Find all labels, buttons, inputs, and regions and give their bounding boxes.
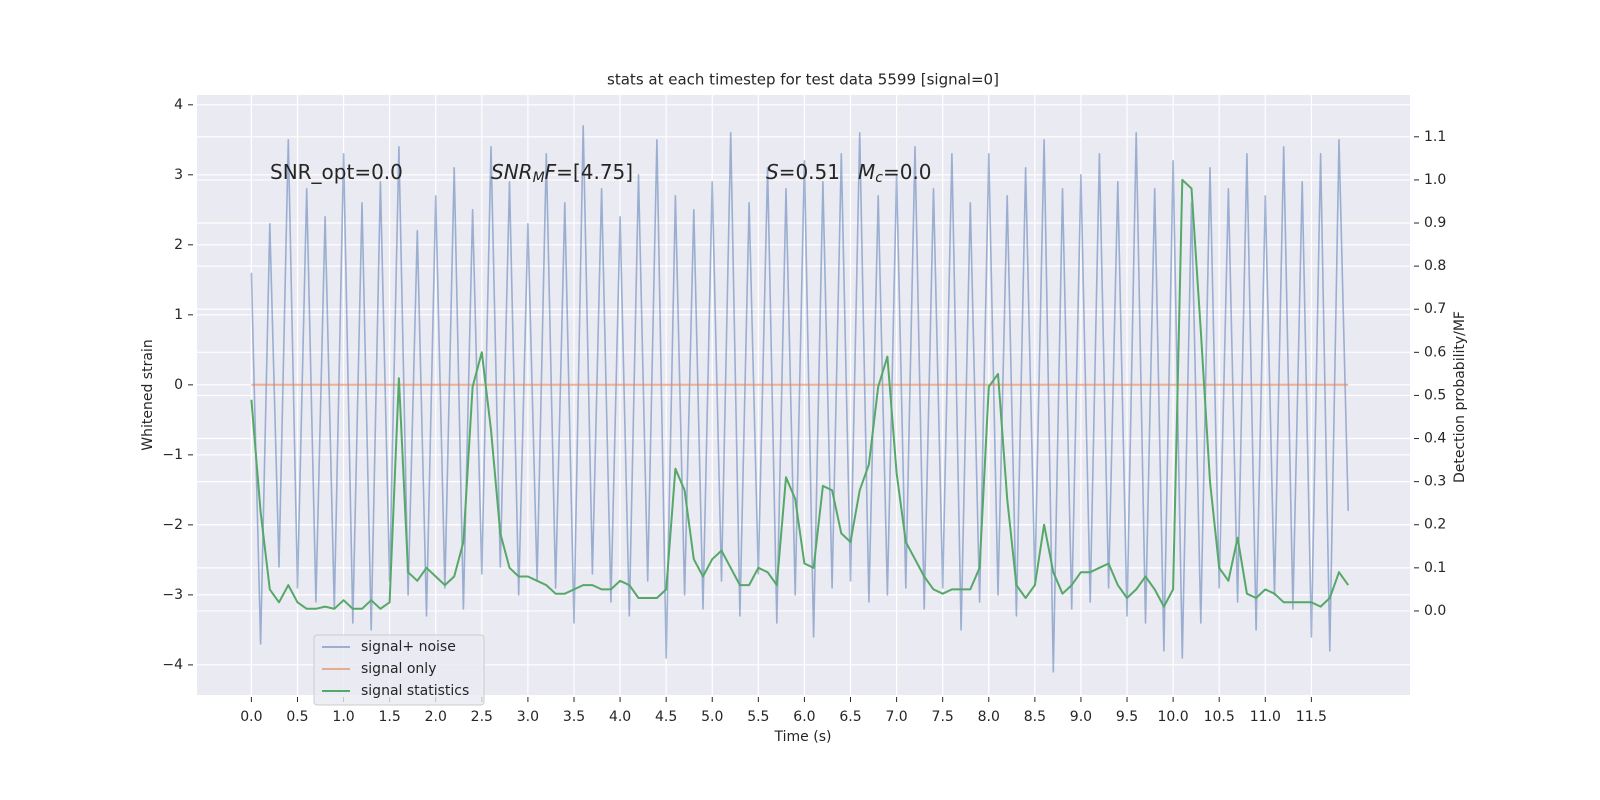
x-tick-label: 10.0 <box>1158 709 1189 725</box>
y2-tick-label: 1.1 <box>1424 129 1446 145</box>
legend: signal+ noise signal only signal statistic… <box>313 634 485 706</box>
x-tick-label: 6.0 <box>793 709 815 725</box>
annotation: S=0.51 Mc=0.0 <box>766 160 932 187</box>
y-axis-label: Whitened strain <box>140 339 156 450</box>
x-tick-label: 11.5 <box>1296 709 1327 725</box>
annotation-text: =[4.75] <box>556 160 633 184</box>
annotation-text: =0.0 <box>883 160 932 184</box>
annotation-text: S <box>766 160 779 184</box>
x-tick-label: 2.0 <box>425 709 447 725</box>
annotation-subscript: c <box>875 170 883 186</box>
legend-label: signal only <box>361 661 436 677</box>
annotation-text: SNR_opt=0.0 <box>270 160 403 184</box>
y-tick-label: 2 <box>174 237 183 253</box>
x-tick-label: 5.5 <box>747 709 769 725</box>
x-tick-label: 1.0 <box>332 709 354 725</box>
x-tick-label: 7.0 <box>885 709 907 725</box>
y2-tick-label: 0.5 <box>1424 387 1446 403</box>
y2-tick-label: 0.7 <box>1424 301 1446 317</box>
y2-axis-label: Detection probability/MF <box>1452 311 1468 483</box>
annotation-text: F <box>545 160 557 184</box>
x-tick-label: 9.0 <box>1070 709 1092 725</box>
y2-tick-label: 0.6 <box>1424 344 1446 360</box>
marks <box>250 125 1350 673</box>
y-tick-label: 4 <box>174 97 183 113</box>
x-tick-label: 1.5 <box>379 709 401 725</box>
y-tick-label: 0 <box>174 377 183 393</box>
x-tick-label: 3.0 <box>517 709 539 725</box>
y-tick-label: 3 <box>174 167 183 183</box>
y2-tick-label: 0.9 <box>1424 215 1446 231</box>
x-tick-label: 2.5 <box>471 709 493 725</box>
annotation-subscript: M <box>533 170 545 186</box>
y2-tick-label: 1.0 <box>1424 172 1446 188</box>
legend-label: signal+ noise <box>361 639 456 655</box>
chart-title: stats at each timestep for test data 559… <box>607 71 999 89</box>
y2-tick-label: 0.3 <box>1424 474 1446 490</box>
x-tick-label: 0.5 <box>286 709 308 725</box>
annotation-text: =0.51 <box>779 160 840 184</box>
annotation-text: M <box>858 160 875 184</box>
x-tick-label: 9.5 <box>1116 709 1138 725</box>
legend-box <box>313 634 485 706</box>
series-line <box>250 178 1350 610</box>
x-tick-label: 0.0 <box>240 709 262 725</box>
y2-tick-label: 0.1 <box>1424 560 1446 576</box>
x-tick-label: 5.0 <box>701 709 723 725</box>
x-tick-label: 10.5 <box>1204 709 1235 725</box>
y-tick-label: −1 <box>162 447 183 463</box>
x-tick-label: 11.0 <box>1250 709 1281 725</box>
annotation-text: SNR <box>491 160 533 184</box>
annotation: SNR_opt=0.0 <box>270 160 403 184</box>
y2-tick-label: 0.8 <box>1424 258 1446 274</box>
y2-tick-label: 0.0 <box>1424 603 1446 619</box>
x-tick-label: 7.5 <box>932 709 954 725</box>
y-tick-label: −3 <box>162 587 183 603</box>
y-tick-label: 1 <box>174 307 183 323</box>
x-tick-label: 8.5 <box>1024 709 1046 725</box>
legend-label: signal statistics <box>361 683 469 699</box>
x-tick-label: 4.0 <box>609 709 631 725</box>
series-line <box>250 125 1349 673</box>
x-axis-label: Time (s) <box>774 729 832 745</box>
y-tick-label: −2 <box>162 517 183 533</box>
y2-tick-label: 0.2 <box>1424 517 1446 533</box>
x-tick-label: 4.5 <box>655 709 677 725</box>
annotation: SNRMF=[4.75] <box>491 160 633 187</box>
x-tick-label: 6.5 <box>839 709 861 725</box>
y2-tick-label: 0.4 <box>1424 431 1446 447</box>
y-tick-label: −4 <box>162 657 183 673</box>
x-tick-label: 3.5 <box>563 709 585 725</box>
x-tick-label: 8.0 <box>978 709 1000 725</box>
